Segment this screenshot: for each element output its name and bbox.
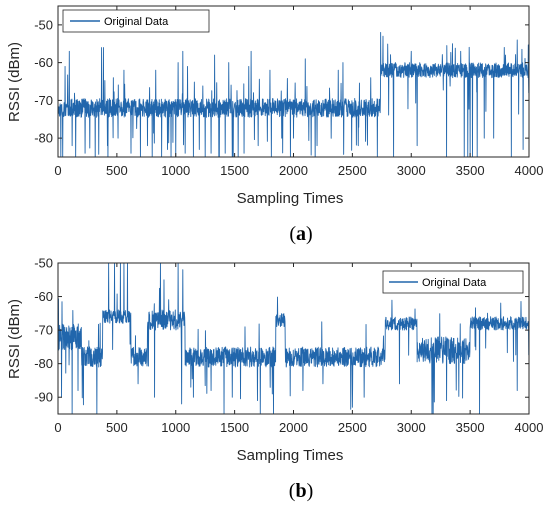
x-tick-label: 500 [106,420,128,435]
y-axis-title-b: RSSI (dBm) [6,299,23,379]
x-tick-label: 4000 [515,420,544,435]
x-tick-label: 1000 [161,163,190,178]
series-original-data [58,31,529,157]
x-tick-label: 0 [54,420,61,435]
chart-a: 0 500 1000 1500 2000 2500 3000 3500 4000 -50-60-… [6,5,543,245]
panel-label-b: (b) [289,480,313,502]
legend-b: Original Data [382,270,524,294]
x-axis-title-b: Sampling Times [237,447,344,464]
x-tick-label: 2500 [338,420,367,435]
y-axis-title-a: RSSI (dBm) [6,42,23,122]
x-tick-label: 2500 [338,163,367,178]
x-tick-label: 3000 [397,420,426,435]
x-tick-label: 500 [106,163,128,178]
y-tick-label: -50 [34,17,53,32]
x-tick-label: 3000 [397,163,426,178]
x-ticks-a: 0 500 1000 1500 2000 2500 3000 3500 4000 [54,6,543,178]
y-tick-label: -60 [34,289,53,304]
x-tick-label: 1500 [220,420,249,435]
x-tick-label: 1500 [220,163,249,178]
y-tick-label: -70 [34,93,53,108]
y-tick-label: -80 [34,131,53,146]
x-tick-label: 3500 [456,163,485,178]
panel-letter-a: a [296,223,306,245]
x-tick-label: 2000 [279,420,308,435]
x-tick-label: 4000 [515,163,544,178]
panel-letter-b: b [295,480,306,502]
y-tick-label: -70 [34,323,53,338]
legend-a: Original Data [62,9,210,33]
series-line-b [58,263,529,414]
x-tick-label: 2000 [279,163,308,178]
legend-box-a [62,9,210,33]
x-tick-label: 0 [54,163,61,178]
y-tick-label: -50 [34,256,53,271]
series-line-a [58,31,529,157]
x-tick-label: 1000 [161,420,190,435]
x-ticks-b: 0 500 1000 1500 2000 2500 3000 3500 4000 [54,263,543,435]
y-ticks-a: -50 -60 -70 -80 [34,17,529,146]
series-original-data [58,263,529,414]
x-tick-label: 3500 [456,420,485,435]
y-tick-label: -80 [34,356,53,371]
legend-label-b: Original Data [422,277,487,289]
panel-label-a: (a) [289,223,312,245]
y-ticks-b: -50 -60 -70 -80 -90 [34,256,529,405]
chart-b: 0 500 1000 1500 2000 2500 3000 3500 4000 -50-60-… [6,256,543,503]
x-axis-title-a: Sampling Times [237,190,344,207]
y-tick-label: -90 [34,390,53,405]
y-tick-label: -60 [34,55,53,70]
legend-box-b [382,270,524,294]
legend-label-a: Original Data [104,16,169,28]
